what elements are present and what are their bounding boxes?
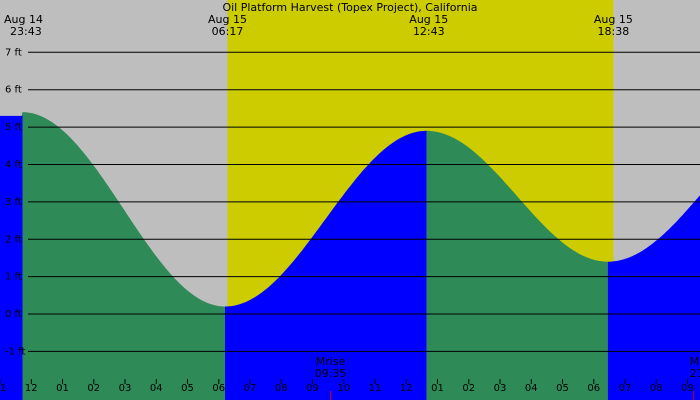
x-tick-label: 09 — [681, 383, 694, 394]
y-tick-label: 3 ft — [5, 197, 22, 208]
moon-event-time: 21 — [690, 367, 700, 380]
x-tick-label: 12 — [400, 383, 413, 394]
moon-event-time: 09:35 — [315, 367, 347, 380]
header-time: 12:43 — [413, 25, 445, 38]
x-tick-label: 10 — [337, 383, 350, 394]
x-tick-label: 07 — [244, 383, 257, 394]
x-tick-label: 08 — [650, 383, 663, 394]
header-date: Aug 15 — [409, 13, 448, 26]
x-tick-label: 07 — [619, 383, 632, 394]
falling-tide-segment — [426, 130, 608, 400]
y-tick-label: 1 ft — [5, 272, 22, 283]
header-time: 23:43 — [10, 25, 42, 38]
y-tick-label: 7 ft — [5, 47, 22, 58]
x-tick-label: 05 — [556, 383, 569, 394]
rising-tide-segment — [225, 130, 427, 400]
x-tick-label: 06 — [587, 383, 600, 394]
x-tick-label: 09 — [306, 383, 319, 394]
moon-event-label: Mrise — [316, 355, 346, 368]
x-tick-label: 04 — [525, 383, 538, 394]
x-tick-label: 04 — [150, 383, 163, 394]
x-tick-label: 12 — [25, 383, 38, 394]
x-tick-label: 03 — [119, 383, 132, 394]
x-tick-label: 02 — [462, 383, 475, 394]
rising-tide-segment — [0, 112, 23, 400]
header-time: 06:17 — [212, 25, 244, 38]
y-axis-labels: -1 ft 0 ft 1 ft 2 ft 3 ft 4 ft 5 ft 6 ft 7 ft — [5, 47, 25, 357]
header-date: Aug 15 — [208, 13, 247, 26]
x-axis-labels: 11 12 01 02 03 04 05 06 07 08 09 10 11 12 01 02 03 04 05 06… — [0, 379, 694, 394]
y-tick-label: 4 ft — [5, 160, 22, 171]
tide-area — [0, 112, 700, 400]
x-tick-label: 01 — [431, 383, 444, 394]
header-date: Aug 15 — [594, 13, 633, 26]
moon-event-label: Ma — [690, 355, 700, 368]
falling-tide-segment — [22, 112, 225, 400]
x-tick-label: 01 — [56, 383, 69, 394]
chart-title: Oil Platform Harvest (Topex Project), Ca… — [222, 1, 477, 14]
rising-tide-segment — [607, 195, 700, 400]
y-tick-label: 5 ft — [5, 122, 22, 133]
x-tick-label: 11 — [0, 383, 6, 394]
header-time: 18:38 — [598, 25, 630, 38]
y-tick-label: -1 ft — [5, 346, 25, 357]
header-date: Aug 14 — [4, 13, 43, 26]
x-tick-label: 02 — [87, 383, 100, 394]
x-tick-label: 05 — [181, 383, 194, 394]
x-tick-label: 11 — [369, 383, 382, 394]
y-tick-label: 6 ft — [5, 85, 22, 96]
y-gridlines — [28, 51, 700, 352]
x-tick-label: 06 — [212, 383, 225, 394]
y-tick-label: 0 ft — [5, 309, 22, 320]
x-tick-label: 08 — [275, 383, 288, 394]
x-tick-label: 03 — [494, 383, 507, 394]
y-tick-label: 2 ft — [5, 234, 22, 245]
